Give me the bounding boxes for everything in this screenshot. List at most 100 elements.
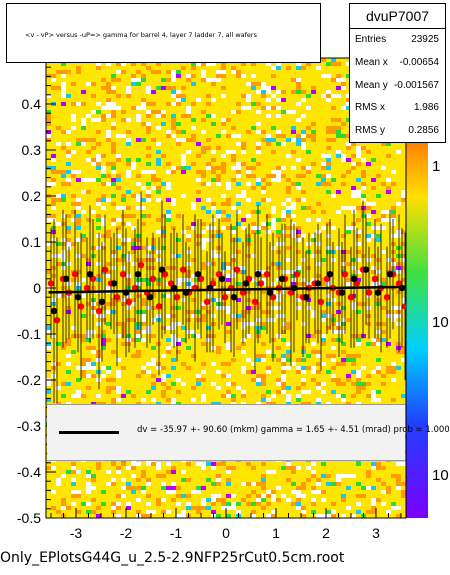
data-point: [326, 271, 334, 278]
data-point: [86, 271, 94, 278]
data-point: [89, 275, 97, 282]
stat-mean-x: Mean x -0.00654: [355, 56, 439, 68]
stat-rms-x: RMS x 1.986: [355, 102, 439, 114]
data-point: [386, 271, 394, 278]
y-tick-label: 0: [33, 280, 41, 296]
data-point: [53, 317, 61, 324]
y-tick-label: -0.4: [17, 464, 41, 480]
colorbar-label: 10: [432, 314, 449, 331]
x-tick-label: -2: [120, 525, 133, 541]
data-point: [134, 271, 142, 278]
data-point: [293, 271, 301, 278]
data-point: [362, 266, 370, 273]
data-point: [155, 303, 163, 310]
data-point: [125, 298, 133, 305]
data-point: [209, 280, 217, 287]
data-point: [158, 266, 166, 273]
data-point: [353, 280, 361, 287]
data-point: [323, 275, 331, 282]
data-point: [401, 303, 406, 310]
data-point: [179, 266, 187, 273]
data-point: [338, 289, 346, 296]
data-point: [350, 275, 358, 282]
y-tick-label: 0.2: [22, 188, 42, 204]
data-point: [113, 294, 121, 301]
y-tick-label: -0.1: [17, 326, 41, 342]
data-point: [302, 294, 310, 301]
fit-legend-line: [59, 431, 119, 434]
x-tick-label: 2: [322, 525, 330, 541]
data-point: [266, 289, 274, 296]
fit-line: [48, 285, 404, 294]
stat-entries: Entries 23925: [355, 34, 439, 45]
data-point: [62, 275, 70, 282]
data-point: [317, 298, 325, 305]
data-point: [218, 275, 226, 282]
stats-title: dvuP7007: [350, 4, 445, 29]
data-point: [47, 280, 55, 287]
data-point: [251, 298, 259, 305]
colorbar-label: 1: [432, 158, 440, 175]
data-point: [71, 271, 79, 278]
data-point: [365, 289, 373, 296]
data-point: [98, 298, 106, 305]
stat-mean-y: Mean y -0.001567: [355, 79, 439, 91]
axes: -3 -2 -1 0 1 2 3 -0.5 -0.4 -0.3 -0.2 -0.1 0 0.1 0.2 0.3…: [17, 66, 402, 541]
file-name: Only_EPlotsG44G_u_2.5-2.9NFP25rCut0.5cm.…: [0, 550, 345, 566]
x-tick-label: 3: [372, 525, 380, 541]
data-point: [239, 289, 247, 296]
x-tick-label: 0: [222, 525, 230, 541]
data-point: [83, 284, 91, 292]
colorbar-label: 10: [432, 467, 449, 484]
data-point: [230, 294, 238, 301]
stat-rms-y: RMS y 0.2856: [355, 125, 439, 137]
data-point: [137, 261, 145, 269]
data-point: [347, 294, 355, 301]
data-point: [197, 275, 205, 282]
data-point: [314, 280, 322, 287]
data-point: [131, 284, 139, 292]
data-point: [50, 307, 58, 315]
colorbar: [406, 141, 428, 518]
stats-box: dvuP7007 Entries 23925 Mean x -0.00654 Mea…: [349, 3, 446, 143]
data-point: [245, 275, 253, 282]
data-point: [95, 307, 103, 315]
chart-title: <v - vP> versus -uP=> gamma for barrel 4…: [25, 31, 257, 39]
x-tick-label: 1: [272, 525, 280, 541]
data-point: [146, 294, 154, 301]
data-point: [194, 271, 202, 278]
data-point: [278, 275, 286, 282]
y-tick-label: -0.2: [17, 372, 41, 388]
data-point: [167, 280, 175, 287]
data-point: [254, 271, 262, 278]
fit-result-text: dv = -35.97 +- 90.60 (mkm) gamma = 1.65 …: [137, 425, 450, 435]
data-point: [287, 289, 295, 296]
data-point: [371, 275, 379, 282]
data-point: [374, 289, 382, 296]
y-tick-label: 0.1: [22, 234, 42, 250]
data-point: [341, 271, 349, 278]
data-point: [74, 294, 82, 301]
data-point: [149, 275, 157, 282]
fit-legend: dv = -35.97 +- 90.60 (mkm) gamma = 1.65 …: [47, 404, 450, 461]
data-point: [110, 280, 118, 287]
data-point: [383, 294, 391, 301]
y-tick-label: 0.3: [22, 142, 42, 158]
data-point: [119, 271, 127, 278]
data-point: [101, 266, 109, 273]
y-tick-label: -0.3: [17, 418, 41, 434]
data-point: [203, 298, 211, 305]
y-tick-label: -0.5: [17, 510, 41, 526]
data-point: [263, 271, 271, 278]
title-box: <v - vP> versus -uP=> gamma for barrel 4…: [6, 3, 321, 63]
data-point: [269, 294, 277, 301]
data-point: [215, 271, 223, 278]
x-tick-label: -1: [170, 525, 183, 541]
data-point: [257, 280, 265, 287]
data-point: [173, 294, 181, 301]
data-points: [47, 191, 406, 403]
colorbar-labels: 1 10 10: [432, 158, 449, 484]
data-point: [395, 280, 403, 287]
data-point: [242, 280, 250, 287]
